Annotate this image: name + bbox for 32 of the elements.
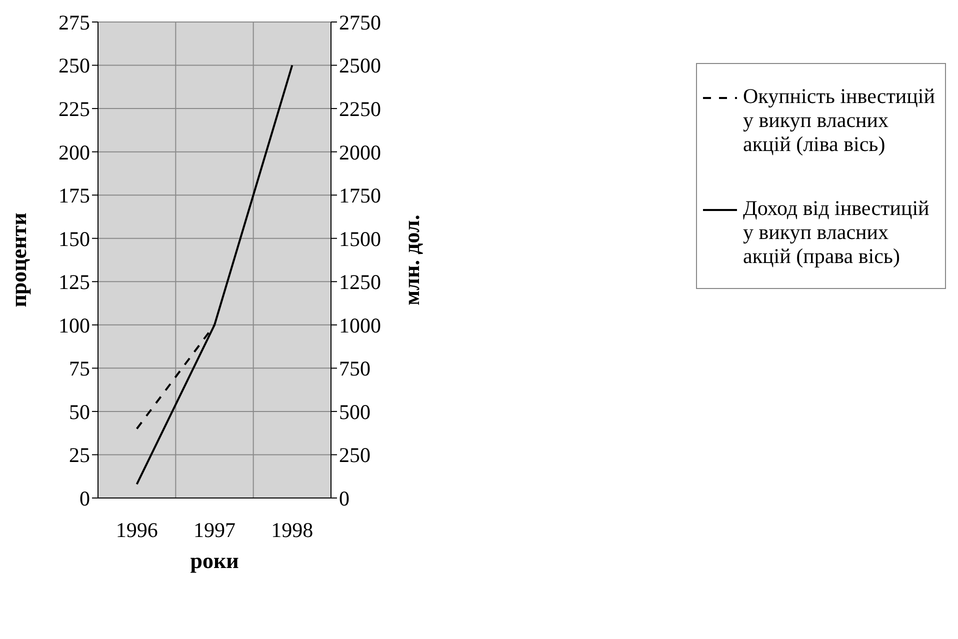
x-tick-label: 1998 xyxy=(271,518,314,542)
y2-tick-label: 1500 xyxy=(339,226,381,251)
y2-tick-label: 250 xyxy=(339,443,370,468)
y2-tick-label: 1750 xyxy=(339,184,381,208)
y2-tick-label: 2250 xyxy=(339,97,381,121)
y2-tick-label: 1000 xyxy=(339,313,381,338)
y-tick-label: 150 xyxy=(58,226,90,251)
x-tick-label: 1996 xyxy=(116,518,158,542)
y-tick-label: 50 xyxy=(69,400,90,424)
y-tick-label: 200 xyxy=(58,140,90,164)
y-tick-label: 100 xyxy=(58,313,90,338)
y2-tick-label: 2750 xyxy=(339,10,381,34)
y-tick-label: 25 xyxy=(69,443,90,468)
x-axis-title: роки xyxy=(190,548,240,573)
y-tick-label: 125 xyxy=(58,270,90,294)
y2-tick-label: 2500 xyxy=(339,54,381,78)
y2-tick-label: 1250 xyxy=(339,270,381,294)
y2-tick-label: 500 xyxy=(339,400,370,424)
y-tick-label: 75 xyxy=(69,356,90,381)
y2-tick-label: 2000 xyxy=(339,140,381,164)
y-tick-label: 250 xyxy=(58,54,90,78)
y-tick-label: 225 xyxy=(58,97,90,121)
y-tick-label: 275 xyxy=(58,10,90,34)
y2-tick-label: 0 xyxy=(339,486,350,510)
y2-axis-title: млн. дол. xyxy=(398,214,424,306)
legend-label: Окупність інвестицій у викуп власних акцій (ліва вісь) xyxy=(743,84,936,156)
y2-tick-label: 750 xyxy=(339,356,370,381)
x-tick-label: 1997 xyxy=(194,518,236,542)
legend-label: Доход від інвестицій у викуп власних акцій (права вісь) xyxy=(743,196,930,268)
y-tick-label: 175 xyxy=(58,184,90,208)
y-tick-label: 0 xyxy=(80,486,90,510)
y-axis-title: проценти xyxy=(6,212,31,308)
